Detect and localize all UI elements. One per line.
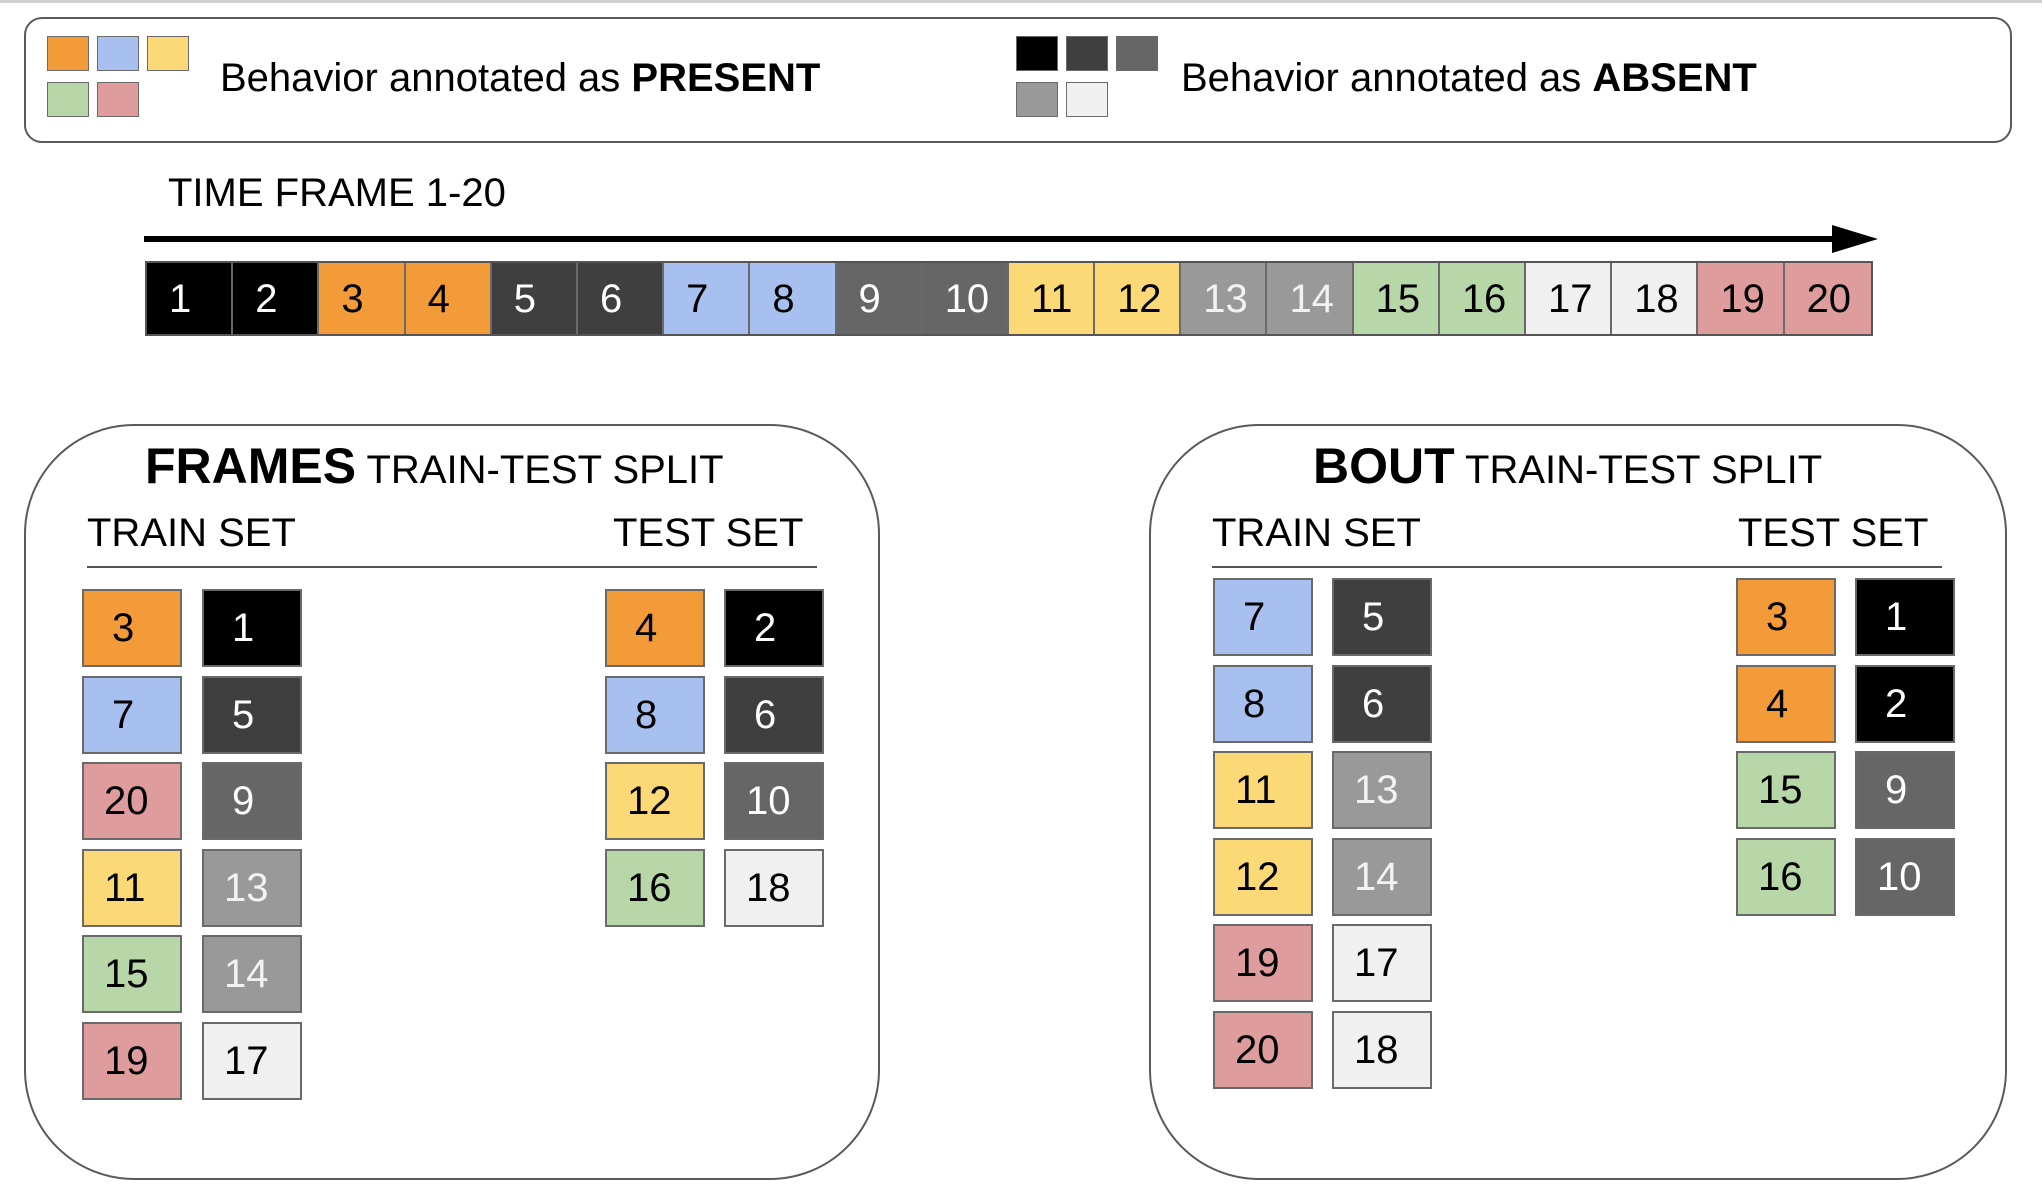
timeline-frame-4: 4	[405, 263, 492, 334]
legend-present-swatch-yellow	[147, 36, 189, 71]
timeline-frame-17: 17	[1526, 263, 1613, 334]
legend-absent-swatch-gray	[1016, 82, 1058, 117]
bout-split-title: BOUT TRAIN-TEST SPLIT	[1313, 436, 1822, 500]
bout-test-label: TEST SET	[1738, 511, 1929, 555]
frames-test-frame-12: 12	[605, 762, 705, 840]
bout-train-frame-8: 8	[1213, 664, 1313, 743]
bout-train-frame-19: 19	[1213, 924, 1313, 1002]
frames-test-frame-4: 4	[605, 589, 705, 667]
bout-train-frame-17: 17	[1332, 924, 1432, 1002]
top-divider	[0, 0, 2042, 3]
legend-absent-prefix: Behavior annotated as	[1181, 56, 1593, 100]
frames-test-frame-16: 16	[605, 848, 705, 927]
frames-rule	[87, 566, 817, 568]
frames-title-rest: TRAIN-TEST SPLIT	[356, 448, 724, 492]
bout-test-frame-16: 16	[1736, 837, 1836, 916]
timeline-frame-16: 16	[1439, 263, 1526, 334]
timeline-frame-7: 7	[664, 263, 751, 334]
legend-absent-swatch-midgray	[1116, 36, 1158, 71]
bout-test-frame-9: 9	[1855, 751, 1955, 829]
bout-title-bold: BOUT	[1313, 438, 1455, 494]
frames-split-title: FRAMES TRAIN-TEST SPLIT	[145, 436, 724, 500]
legend-absent-swatch-lightgray	[1066, 82, 1108, 117]
bout-test-frame-10: 10	[1855, 837, 1955, 916]
legend-present-swatch-pink	[97, 82, 139, 117]
frames-train-frame-11: 11	[82, 848, 182, 927]
timeline-frame-14: 14	[1267, 263, 1354, 334]
frames-test-frame-18: 18	[724, 848, 824, 927]
frames-train-frame-13: 13	[202, 848, 302, 927]
bout-train-frame-20: 20	[1213, 1010, 1313, 1089]
bout-test-frame-3: 3	[1736, 578, 1836, 656]
bout-train-frame-6: 6	[1332, 664, 1432, 743]
bout-test-frame-15: 15	[1736, 751, 1836, 829]
timeline-arrow	[144, 225, 1878, 253]
timeline-frame-3: 3	[319, 263, 406, 334]
bout-train-frame-7: 7	[1213, 578, 1313, 656]
frames-test-frame-10: 10	[724, 762, 824, 840]
frames-train-frame-20: 20	[82, 762, 182, 840]
legend-absent-bold: ABSENT	[1592, 56, 1757, 100]
timeline-label: TIME FRAME 1-20	[168, 171, 506, 215]
timeline-frame-2: 2	[233, 263, 320, 334]
legend-absent-swatch-darkgray	[1066, 36, 1108, 71]
bout-train-frame-18: 18	[1332, 1010, 1432, 1089]
legend-present-bold: PRESENT	[631, 56, 821, 100]
timeline-frames: 1 2 3 4 5 6 7 8 9 10 11 12 13 14 15 16 17 18 19 20	[145, 261, 1873, 336]
frames-train-frame-15: 15	[82, 935, 182, 1013]
bout-train-frame-12: 12	[1213, 837, 1313, 916]
timeline-frame-9: 9	[836, 263, 923, 334]
bout-train-frame-14: 14	[1332, 837, 1432, 916]
timeline-frame-8: 8	[750, 263, 837, 334]
legend-present-swatch-blue	[97, 36, 139, 71]
bout-test-frame-2: 2	[1855, 664, 1955, 743]
legend-present-swatch-green	[47, 82, 89, 117]
timeline-frame-10: 10	[922, 263, 1009, 334]
bout-train-frame-5: 5	[1332, 578, 1432, 656]
frames-test-label: TEST SET	[613, 511, 804, 555]
frames-train-frame-19: 19	[82, 1021, 182, 1100]
bout-rule	[1212, 566, 1942, 568]
frames-train-frame-5: 5	[202, 675, 302, 754]
frames-train-frame-7: 7	[82, 675, 182, 754]
timeline-frame-18: 18	[1612, 263, 1699, 334]
legend-absent-swatch-black	[1016, 36, 1058, 71]
frames-train-label: TRAIN SET	[87, 511, 296, 555]
legend-present-prefix: Behavior annotated as	[220, 56, 632, 100]
frames-train-frame-17: 17	[202, 1021, 302, 1100]
frames-title-bold: FRAMES	[145, 438, 357, 494]
timeline-frame-15: 15	[1353, 263, 1440, 334]
bout-test-frame-1: 1	[1855, 578, 1955, 656]
timeline-frame-19: 19	[1698, 263, 1785, 334]
frames-test-frame-8: 8	[605, 675, 705, 754]
timeline-frame-12: 12	[1095, 263, 1182, 334]
legend-present-text: Behavior annotated as PRESENT	[220, 54, 820, 102]
legend-present-swatch-orange	[47, 36, 89, 71]
timeline-frame-20: 20	[1784, 263, 1871, 334]
timeline-frame-6: 6	[577, 263, 665, 334]
frames-train-frame-9: 9	[202, 762, 302, 840]
bout-train-frame-11: 11	[1213, 751, 1313, 829]
bout-title-rest: TRAIN-TEST SPLIT	[1454, 448, 1823, 492]
timeline-frame-1: 1	[147, 263, 234, 334]
bout-test-frame-4: 4	[1736, 664, 1836, 743]
timeline-frame-13: 13	[1181, 263, 1268, 334]
frames-train-frame-1: 1	[202, 589, 302, 667]
frames-train-frame-14: 14	[202, 935, 302, 1013]
legend-absent-text: Behavior annotated as ABSENT	[1181, 54, 1757, 102]
frames-train-frame-3: 3	[82, 589, 182, 667]
frames-test-frame-2: 2	[724, 589, 824, 667]
timeline-frame-5: 5	[491, 263, 578, 334]
timeline-frame-11: 11	[1008, 263, 1096, 334]
frames-test-frame-6: 6	[724, 675, 824, 754]
bout-train-label: TRAIN SET	[1212, 511, 1421, 555]
bout-train-frame-13: 13	[1332, 751, 1432, 829]
